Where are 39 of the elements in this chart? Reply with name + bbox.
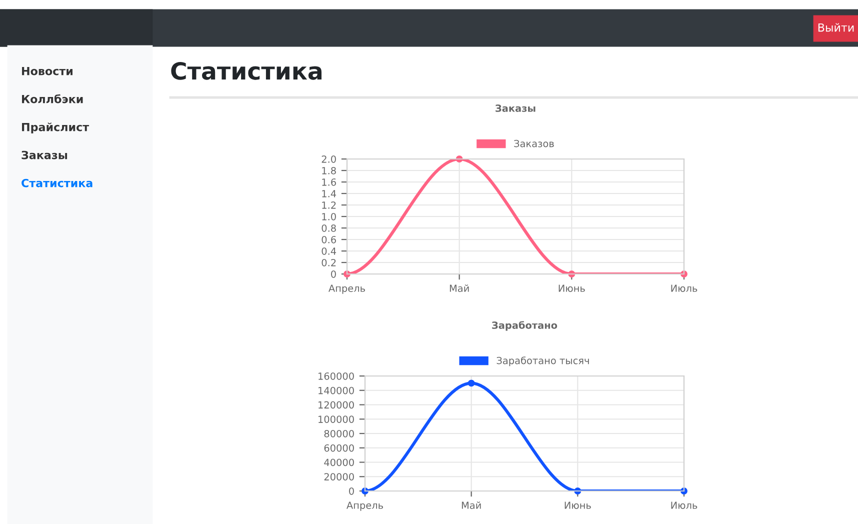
y-tick-label: 0.2 — [322, 258, 336, 266]
text: Коллбэки — [22, 94, 83, 104]
x-tick-label: Апрель — [346, 502, 383, 511]
y-tick-label: 0.4 — [322, 247, 336, 255]
chart-title: Заработано — [492, 321, 558, 331]
text: Выйти — [818, 23, 854, 32]
x-tick-label: Май — [450, 284, 469, 292]
text: Статистика — [171, 62, 322, 80]
x-tick-label: Июль — [671, 284, 698, 292]
y-tick-label: 1.4 — [322, 190, 336, 198]
y-tick-label: 140000 — [318, 386, 354, 394]
y-tick-label: 0 — [331, 270, 336, 278]
y-tick-label: 40000 — [324, 458, 354, 466]
text: Статистика — [22, 178, 92, 188]
y-tick-label: 1.2 — [322, 201, 336, 209]
chart-title: Заказы — [496, 104, 536, 112]
y-tick-label: 120000 — [318, 401, 354, 409]
y-tick-label: 1.8 — [322, 166, 336, 174]
text: Заказы — [22, 150, 68, 160]
y-tick-label: 100000 — [318, 416, 354, 423]
x-tick-label: Апрель — [328, 284, 365, 294]
y-tick-label: 80000 — [324, 430, 354, 438]
x-tick-label: Июнь — [564, 502, 591, 509]
y-tick-label: 0 — [349, 487, 354, 495]
x-tick-label: Май — [462, 501, 481, 509]
y-tick-label: 0.6 — [322, 236, 336, 244]
y-tick-label: 60000 — [324, 444, 354, 452]
text: Прайслист — [22, 122, 90, 134]
legend-label: Заработано тысяч — [496, 356, 589, 366]
legend-label: Заказов — [514, 140, 554, 148]
y-tick-label: 1.6 — [322, 178, 336, 186]
y-tick-label: 2.0 — [322, 155, 336, 163]
y-tick-label: 1.0 — [322, 212, 336, 220]
x-tick-label: Июль — [671, 502, 698, 509]
text: Новости — [22, 66, 72, 76]
y-tick-label: 0.8 — [322, 224, 336, 232]
x-tick-label: Июнь — [558, 284, 585, 292]
y-tick-label: 20000 — [324, 473, 354, 480]
y-tick-label: 160000 — [318, 372, 354, 380]
